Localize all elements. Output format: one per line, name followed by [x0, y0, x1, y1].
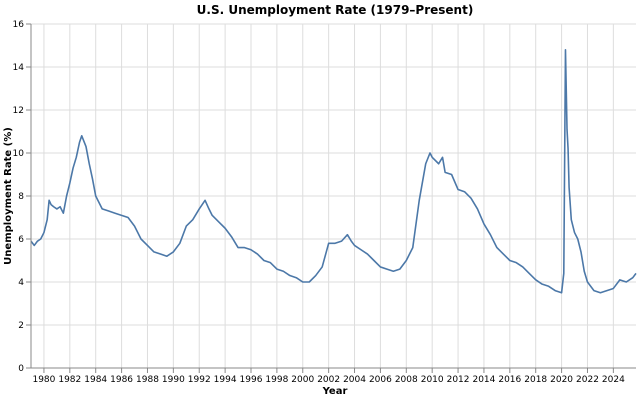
x-tick-label-1980: 1980 [32, 375, 55, 385]
y-tick-label-12: 12 [13, 106, 24, 116]
x-tick-label-2006: 2006 [369, 375, 392, 385]
y-tick-label-14: 14 [13, 63, 25, 73]
x-tick-label-1988: 1988 [136, 375, 159, 385]
y-tick-label-0: 0 [18, 364, 24, 374]
x-tick-label-1996: 1996 [240, 375, 263, 385]
y-axis-ticks: 0 2 4 6 8 10 12 14 16 [13, 20, 31, 374]
x-tick-label-2022: 2022 [576, 375, 599, 385]
x-tick-label-2016: 2016 [498, 375, 521, 385]
x-tick-label-1984: 1984 [84, 375, 107, 385]
x-tick-label-1990: 1990 [162, 375, 185, 385]
unemployment-rate-line [30, 49, 637, 294]
x-tick-label-2010: 2010 [421, 375, 444, 385]
y-tick-label-16: 16 [13, 20, 25, 30]
x-tick-label-2020: 2020 [550, 375, 573, 385]
y-tick-label-8: 8 [18, 192, 24, 202]
x-tick-label-1998: 1998 [265, 375, 288, 385]
x-tick-label-2004: 2004 [343, 375, 366, 385]
y-tick-label-10: 10 [13, 149, 25, 159]
y-tick-label-4: 4 [18, 278, 24, 288]
x-tick-label-1986: 1986 [110, 375, 133, 385]
x-tick-label-2012: 2012 [447, 375, 470, 385]
x-tick-label-2000: 2000 [291, 375, 314, 385]
x-tick-label-2014: 2014 [472, 375, 495, 385]
x-tick-label-2008: 2008 [395, 375, 418, 385]
x-axis-title: Year [322, 386, 348, 397]
chart-title: U.S. Unemployment Rate (1979–Present) [197, 3, 474, 17]
x-tick-label-1982: 1982 [58, 375, 81, 385]
x-tick-label-2018: 2018 [524, 375, 547, 385]
x-tick-label-1994: 1994 [214, 375, 237, 385]
y-axis-title: Unemployment Rate (%) [3, 127, 14, 265]
x-axis-ticks: 1980 1982 1984 1986 1988 1990 1992 1994 1996 1998… [32, 368, 625, 385]
x-tick-label-1992: 1992 [188, 375, 211, 385]
x-tick-label-2002: 2002 [317, 375, 340, 385]
y-tick-label-2: 2 [18, 321, 24, 331]
y-tick-label-6: 6 [18, 235, 24, 245]
x-tick-label-2024: 2024 [602, 375, 625, 385]
